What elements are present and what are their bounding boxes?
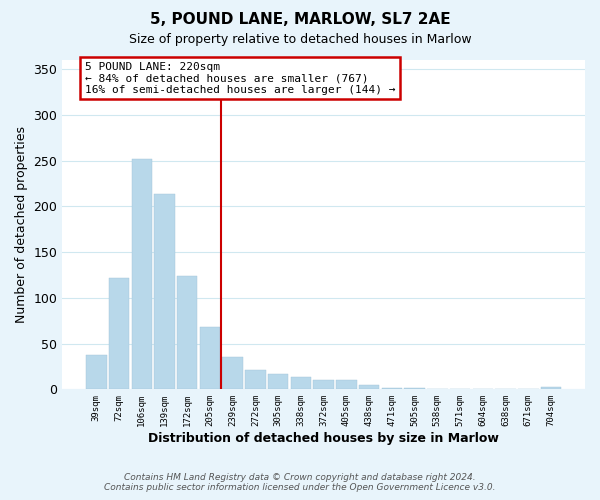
- Bar: [313, 380, 334, 390]
- X-axis label: Distribution of detached houses by size in Marlow: Distribution of detached houses by size …: [148, 432, 499, 445]
- Bar: [541, 386, 561, 390]
- Bar: [268, 374, 289, 390]
- Text: 5, POUND LANE, MARLOW, SL7 2AE: 5, POUND LANE, MARLOW, SL7 2AE: [149, 12, 451, 28]
- Bar: [382, 388, 402, 390]
- Bar: [86, 354, 107, 390]
- Text: Size of property relative to detached houses in Marlow: Size of property relative to detached ho…: [128, 32, 472, 46]
- Bar: [404, 388, 425, 390]
- Y-axis label: Number of detached properties: Number of detached properties: [15, 126, 28, 323]
- Text: 5 POUND LANE: 220sqm
← 84% of detached houses are smaller (767)
16% of semi-deta: 5 POUND LANE: 220sqm ← 84% of detached h…: [85, 62, 395, 95]
- Bar: [131, 159, 152, 390]
- Bar: [200, 327, 220, 390]
- Bar: [223, 358, 243, 390]
- Text: Contains HM Land Registry data © Crown copyright and database right 2024.
Contai: Contains HM Land Registry data © Crown c…: [104, 473, 496, 492]
- Bar: [177, 276, 197, 390]
- Bar: [359, 385, 379, 390]
- Bar: [109, 278, 129, 390]
- Bar: [336, 380, 356, 390]
- Bar: [290, 378, 311, 390]
- Bar: [154, 194, 175, 390]
- Bar: [245, 370, 266, 390]
